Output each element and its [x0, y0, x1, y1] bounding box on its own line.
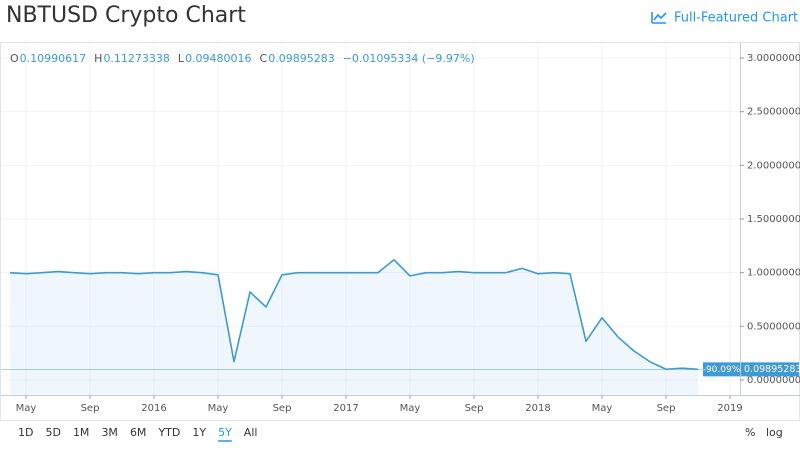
- x-tick-label: Sep: [465, 403, 484, 414]
- title: NBTUSD Crypto Chart: [6, 3, 246, 28]
- change-badge-bg: [703, 362, 740, 377]
- ohlc-c: 0.09895283: [268, 52, 334, 65]
- range-button[interactable]: 1Y: [192, 426, 206, 439]
- scale-button[interactable]: log: [766, 426, 783, 439]
- price-axis: [740, 43, 799, 395]
- x-tick-label: 2017: [333, 403, 358, 414]
- ohlc-o: 0.10990617: [20, 52, 86, 65]
- last-price-label: 0.09895283: [744, 364, 800, 375]
- scale-button[interactable]: %: [745, 426, 755, 439]
- last-price-bg: [741, 362, 799, 377]
- area: [10, 259, 698, 395]
- x-tick-label: May: [208, 403, 229, 414]
- ohlc-h: 0.11273338: [103, 52, 169, 65]
- x-tick-label: May: [400, 403, 421, 414]
- x-tick-label: 2018: [525, 403, 550, 414]
- y-tick-label: 1.50000000: [747, 214, 800, 225]
- ohlc-h-label: H: [94, 52, 102, 65]
- price-line: [9, 258, 699, 371]
- x-tick-label: Sep: [657, 403, 676, 414]
- range-button[interactable]: 1D: [18, 426, 33, 439]
- ohlc-l-label: L: [178, 52, 185, 65]
- y-tick-label: 2.50000000: [747, 107, 800, 118]
- ohlc-c-label: C: [260, 52, 268, 65]
- range-button[interactable]: 6M: [130, 426, 147, 439]
- range-button[interactable]: YTD: [157, 426, 180, 439]
- x-tick-label: 2019: [717, 403, 742, 414]
- x-tick-label: May: [16, 403, 37, 414]
- ohlc-l: 0.09480016: [185, 52, 251, 65]
- y-tick-label: 0.50000000: [747, 321, 800, 332]
- x-tick-label: Sep: [81, 403, 100, 414]
- link-text[interactable]: Full-Featured Chart: [674, 11, 798, 26]
- range-button[interactable]: All: [244, 426, 258, 439]
- range-button[interactable]: 1M: [73, 426, 90, 439]
- range-button[interactable]: 5Y: [218, 426, 232, 439]
- ohlc-change: −0.01095334 (−9.97%): [343, 52, 475, 65]
- change-badge: -90.09%: [703, 365, 741, 375]
- full-chart-link[interactable]: Full-Featured Chart: [651, 11, 798, 26]
- x-tick-label: Sep: [273, 403, 292, 414]
- x-tick-label: May: [592, 403, 613, 414]
- link-icon: [651, 12, 667, 24]
- ohlc-o-label: O: [10, 52, 19, 65]
- range-button[interactable]: 5D: [45, 426, 60, 439]
- range-button[interactable]: 3M: [101, 426, 118, 439]
- x-tick-label: 2016: [141, 403, 166, 414]
